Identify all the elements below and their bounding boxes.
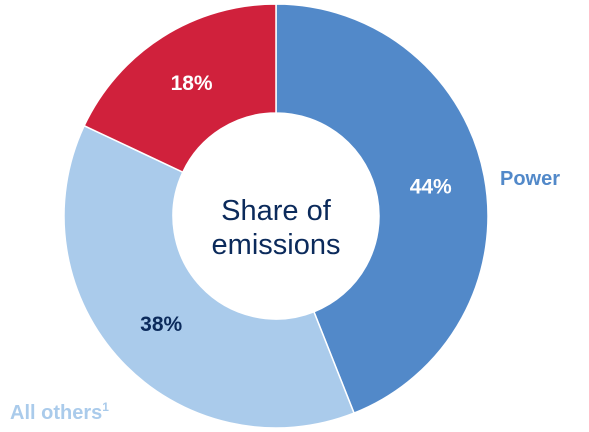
power-label: Power bbox=[500, 168, 560, 190]
all-others-label: All others bbox=[10, 402, 102, 424]
center-title-line-1: Share of bbox=[176, 194, 376, 228]
legend-label-power: Power bbox=[500, 168, 560, 191]
data-label-power: 44% bbox=[410, 175, 452, 198]
data-label-third: 18% bbox=[171, 72, 213, 95]
legend-label-all-others: All others1 bbox=[10, 400, 109, 425]
slice-all-others bbox=[64, 126, 354, 428]
center-title-line-2: emissions bbox=[176, 228, 376, 262]
data-label-all-others: 38% bbox=[140, 313, 182, 336]
center-title: Share of emissions bbox=[176, 194, 376, 262]
footnote-marker: 1 bbox=[102, 400, 109, 414]
